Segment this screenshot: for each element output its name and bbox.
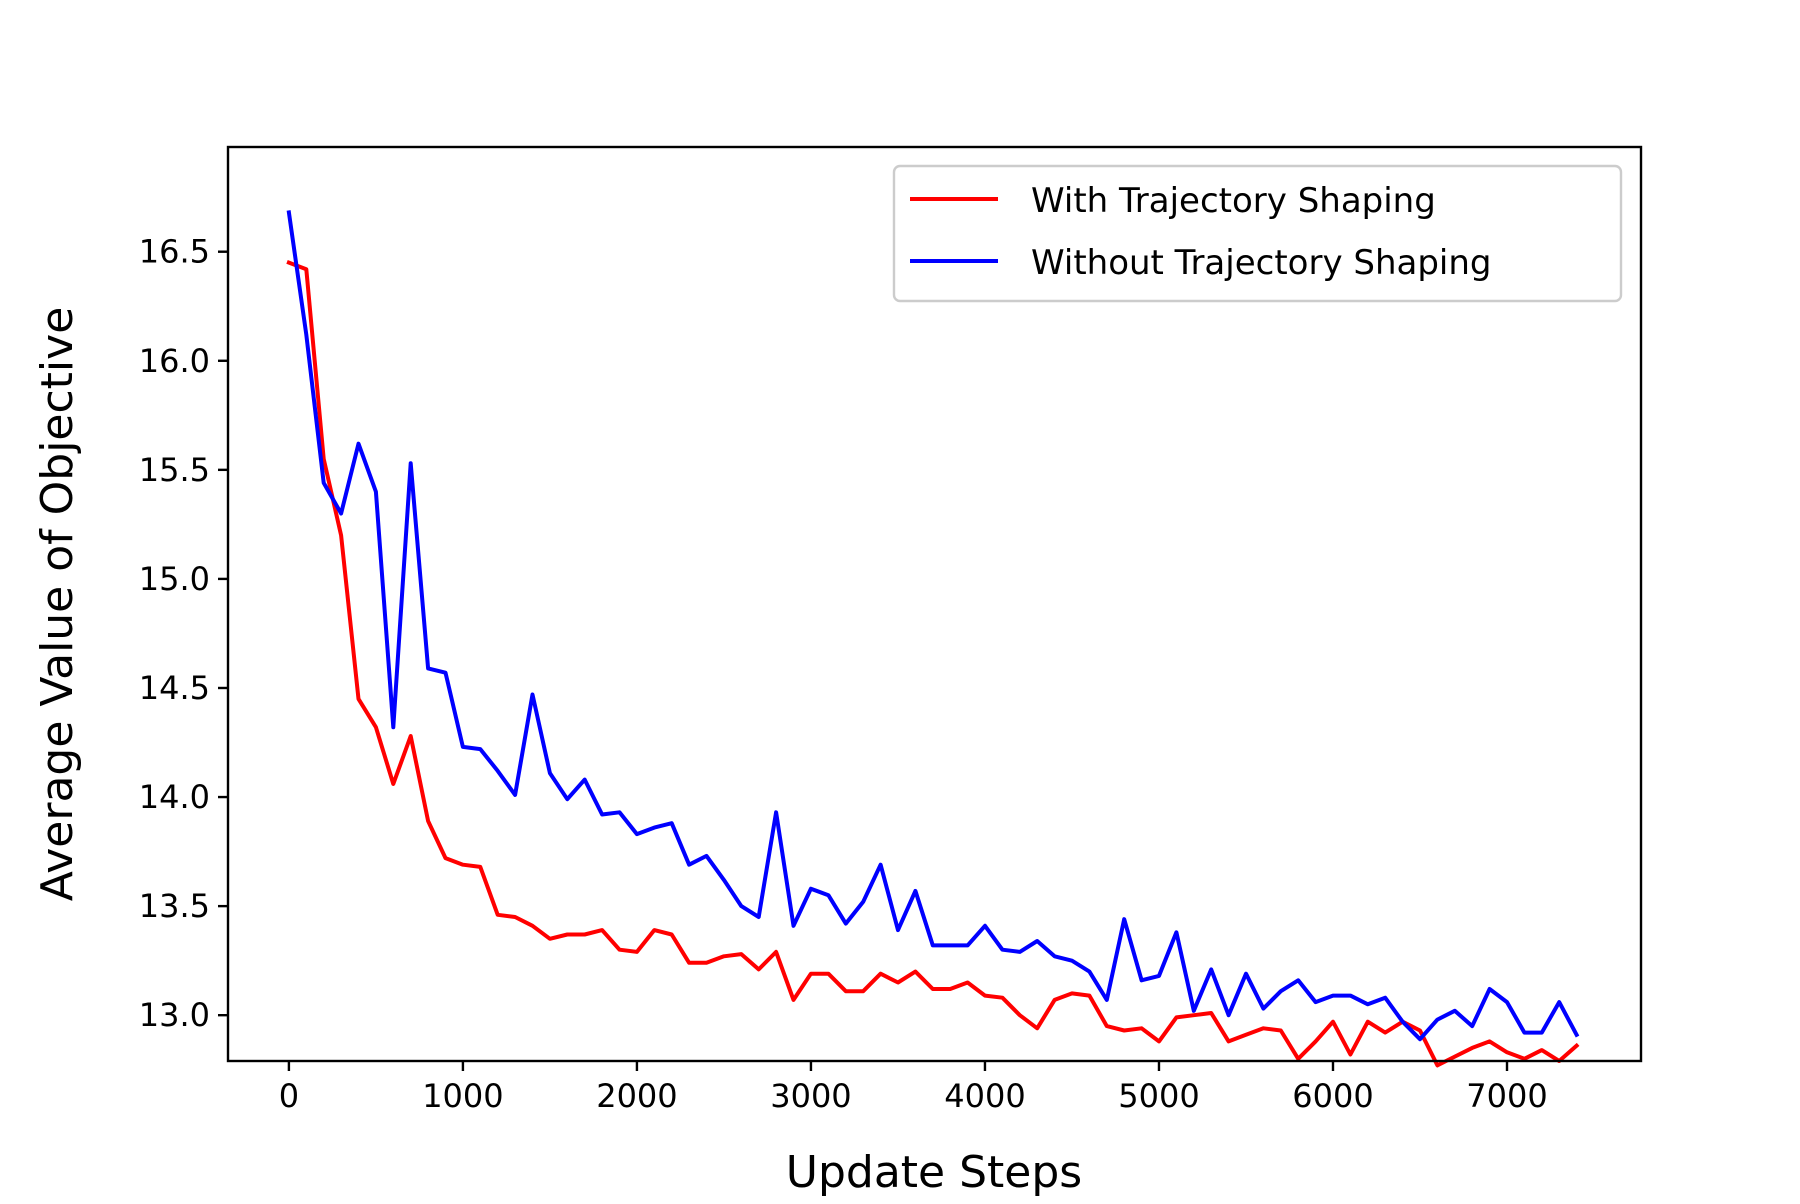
axis-ticks: 0 1000 2000 3000 4000 5000 6000 7000 13.0 13.5 14.… bbox=[139, 233, 1548, 1115]
x-tick-label: 5000 bbox=[1118, 1077, 1199, 1115]
x-axis-label: Update Steps bbox=[786, 1147, 1082, 1198]
x-tick-label: 0 bbox=[279, 1077, 299, 1115]
y-tick-label: 15.0 bbox=[139, 560, 210, 598]
plot-area bbox=[286, 210, 1580, 1068]
legend: With Trajectory Shaping Without Trajecto… bbox=[892, 164, 1623, 303]
x-tick-label: 1000 bbox=[422, 1077, 503, 1115]
x-tick-label: 6000 bbox=[1292, 1077, 1373, 1115]
y-tick-label: 16.5 bbox=[139, 233, 210, 271]
series-line-with-shaping bbox=[286, 260, 1580, 1068]
legend-label-with-shaping: With Trajectory Shaping bbox=[1031, 181, 1436, 221]
legend-box bbox=[892, 164, 1623, 303]
y-tick-label: 15.5 bbox=[139, 451, 210, 489]
plot-frame bbox=[226, 145, 1643, 1063]
y-tick-label: 13.0 bbox=[139, 996, 210, 1034]
y-tick-label: 16.0 bbox=[139, 342, 210, 380]
y-tick-label: 13.5 bbox=[139, 887, 210, 925]
legend-label-without-shaping: Without Trajectory Shaping bbox=[1031, 243, 1492, 283]
x-tick-label: 7000 bbox=[1466, 1077, 1547, 1115]
y-tick-label: 14.0 bbox=[139, 778, 210, 816]
x-tick-label: 2000 bbox=[596, 1077, 677, 1115]
x-tick-label: 3000 bbox=[770, 1077, 851, 1115]
series-line-without-shaping bbox=[286, 210, 1580, 1042]
x-tick-label: 4000 bbox=[944, 1077, 1025, 1115]
y-axis-label: Average Value of Objective bbox=[32, 307, 83, 902]
y-tick-label: 14.5 bbox=[139, 669, 210, 707]
